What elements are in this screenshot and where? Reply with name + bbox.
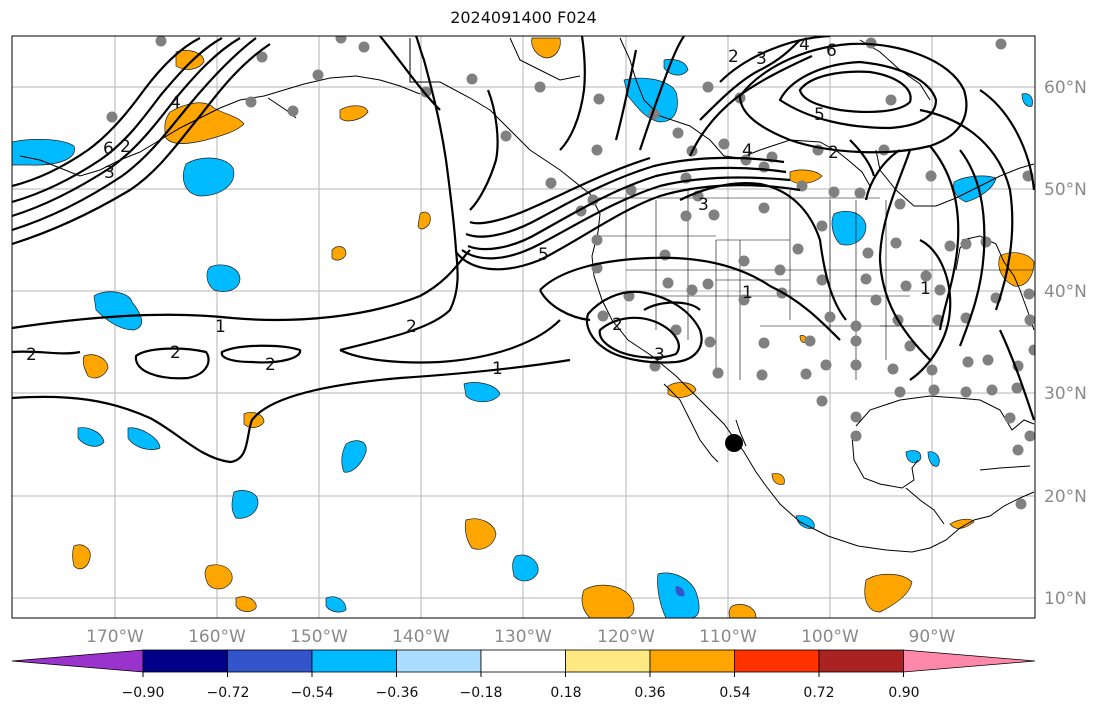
- lon-label: 140°W: [392, 627, 450, 647]
- longitude-labels: 170°W 160°W 150°W 140°W 130°W 120°W 110°…: [86, 627, 956, 647]
- colorbar-segment: [649, 649, 735, 673]
- contour-label: 2: [170, 343, 181, 363]
- colorbar-tick-label: −0.54: [291, 685, 334, 701]
- colorbar-tick-label: −0.90: [122, 685, 165, 701]
- contour-label: 1: [215, 317, 226, 337]
- contour-label: 2: [406, 317, 417, 337]
- colorbar-segment: [311, 649, 397, 673]
- contour-label: 6: [826, 41, 837, 61]
- lon-label: 110°W: [699, 627, 757, 647]
- lat-label: 20°N: [1044, 487, 1087, 507]
- colorbar-segment: [734, 649, 820, 673]
- contour-labels: 6 2 3 4 1 2 2 2 2 1 2 3 1 3 2 3 4 6 5 4 …: [26, 35, 931, 379]
- dark-blue-core: [675, 586, 685, 597]
- target-point-marker: [725, 434, 743, 452]
- contour-label: 2: [828, 143, 839, 163]
- lat-label: 60°N: [1044, 78, 1087, 98]
- lat-label: 30°N: [1044, 384, 1087, 404]
- colorbar-segment: [227, 649, 313, 673]
- colorbar-segment: [11, 649, 144, 673]
- contour-label: 1: [492, 359, 503, 379]
- lon-label: 170°W: [86, 627, 144, 647]
- contour-label: 6: [103, 139, 114, 159]
- lon-label: 120°W: [597, 627, 655, 647]
- lon-label: 130°W: [494, 627, 552, 647]
- colorbar-tick-label: −0.72: [207, 685, 250, 701]
- colorbar-segment: [480, 649, 566, 673]
- colorbar-tick-label: −0.36: [376, 685, 419, 701]
- station-markers: [106, 36, 1035, 510]
- graticule: [12, 36, 1035, 618]
- colorbar-tick-label: −0.18: [460, 685, 503, 701]
- lat-label: 50°N: [1044, 180, 1087, 200]
- colorbar-tick-labels: −0.90 −0.72 −0.54 −0.36 −0.18 0.18 0.36 …: [122, 685, 920, 701]
- contour-label: 3: [104, 163, 115, 183]
- lon-label: 90°W: [909, 627, 956, 647]
- colorbar-tick-label: 0.90: [888, 685, 919, 701]
- contour-label: 2: [612, 315, 623, 335]
- lon-label: 150°W: [290, 627, 348, 647]
- map-frame: [11, 35, 1036, 619]
- colorbar-segments: [11, 649, 1036, 673]
- colorbar-segment: [565, 649, 651, 673]
- contour-lines: [12, 36, 1035, 464]
- coastlines: [19, 37, 1035, 553]
- colorbar-segment: [818, 649, 904, 673]
- colorbar-segment: [396, 649, 482, 673]
- contour-label: 4: [742, 141, 753, 161]
- map-title: 2024091400 F024: [450, 8, 597, 27]
- colorbar-segment: [903, 649, 1036, 673]
- colorbar-tick-label: 0.54: [719, 685, 750, 701]
- contour-label: 2: [265, 355, 276, 375]
- latitude-labels: 60°N 50°N 40°N 30°N 20°N 10°N: [1044, 78, 1087, 609]
- positive-anomaly-shading: [72, 37, 1035, 618]
- contour-label: 5: [538, 245, 549, 265]
- colorbar-segment: [142, 649, 228, 673]
- colorbar-ticks: [142, 672, 904, 677]
- contour-label: 4: [170, 93, 181, 113]
- contour-label: 2: [26, 345, 37, 365]
- colorbar: −0.90 −0.72 −0.54 −0.36 −0.18 0.18 0.36 …: [11, 649, 1036, 701]
- colorbar-tick-label: 0.36: [634, 685, 665, 701]
- lon-label: 100°W: [801, 627, 859, 647]
- lat-label: 40°N: [1044, 282, 1087, 302]
- lat-label: 10°N: [1044, 589, 1087, 609]
- contour-label: 2: [728, 47, 739, 67]
- contour-label: 1: [920, 279, 931, 299]
- contour-label: 1: [742, 283, 753, 303]
- contour-label: 3: [756, 49, 767, 69]
- colorbar-tick-label: 0.72: [803, 685, 834, 701]
- contour-label: 2: [120, 137, 131, 157]
- contour-label: 3: [654, 345, 665, 365]
- lon-label: 160°W: [188, 627, 246, 647]
- contour-label: 4: [799, 35, 810, 55]
- contour-label: 3: [698, 195, 709, 215]
- colorbar-tick-label: 0.18: [550, 685, 581, 701]
- contour-label: 5: [814, 105, 825, 125]
